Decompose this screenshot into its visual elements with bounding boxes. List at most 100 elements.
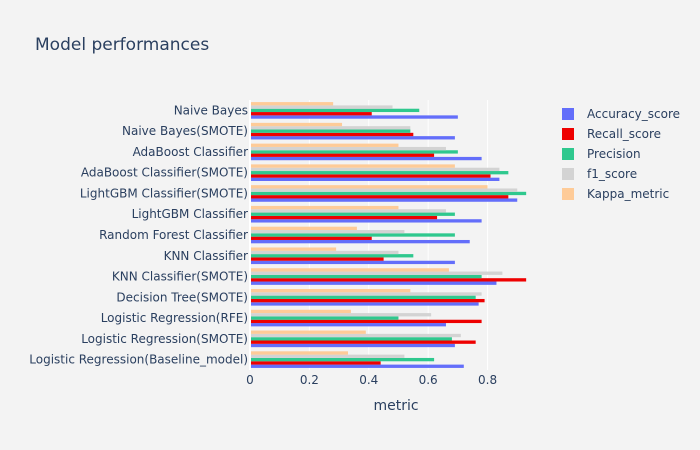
bar-precision[interactable] xyxy=(250,212,455,216)
bar-recall-score[interactable] xyxy=(250,195,509,199)
bar-f1-score[interactable] xyxy=(250,333,461,338)
legend-swatch xyxy=(562,168,574,180)
bar-f1-score[interactable] xyxy=(250,209,446,213)
bar-precision[interactable] xyxy=(250,171,509,175)
y-tick-label: Logistic Regression(Baseline_model) xyxy=(29,353,248,367)
bar-precision[interactable] xyxy=(250,295,476,299)
bar-f1-score[interactable] xyxy=(250,146,446,151)
bar-kappa-metric[interactable] xyxy=(250,247,337,251)
legend-label: Recall_score xyxy=(587,127,661,141)
bar-recall-score[interactable] xyxy=(250,278,527,282)
bar-kappa-metric[interactable] xyxy=(250,309,351,314)
bar-kappa-metric[interactable] xyxy=(250,226,357,231)
bar-accuracy-score[interactable] xyxy=(250,239,470,244)
bar-kappa-metric[interactable] xyxy=(250,351,348,355)
y-tick-label: Random Forest Classifier xyxy=(99,228,248,242)
bar-precision[interactable] xyxy=(250,357,435,362)
bar-recall-score[interactable] xyxy=(250,174,491,178)
bar-f1-score[interactable] xyxy=(250,105,393,109)
bar-recall-score[interactable] xyxy=(250,298,485,303)
y-tick-label: KNN Classifier xyxy=(164,249,248,263)
bar-precision[interactable] xyxy=(250,274,482,279)
bar-kappa-metric[interactable] xyxy=(250,102,334,106)
x-tick-label: 0.4 xyxy=(359,373,378,387)
bar-kappa-metric[interactable] xyxy=(250,122,343,127)
legend-item[interactable]: f1_score xyxy=(562,167,637,181)
bar-recall-score[interactable] xyxy=(250,340,476,344)
bar-kappa-metric[interactable] xyxy=(250,330,366,334)
bar-f1-score[interactable] xyxy=(250,230,405,234)
x-tick-label: 0.8 xyxy=(478,373,497,387)
y-tick-label: Logistic Regression(SMOTE) xyxy=(81,332,248,346)
bar-recall-score[interactable] xyxy=(250,132,414,137)
y-tick-label: KNN Classifier(SMOTE) xyxy=(112,270,248,284)
y-tick-label: AdaBoost Classifier(SMOTE) xyxy=(81,166,248,180)
legend-label: Precision xyxy=(587,147,641,161)
y-tick-label: AdaBoost Classifier xyxy=(133,145,249,159)
bar-recall-score[interactable] xyxy=(250,257,384,261)
bar-recall-score[interactable] xyxy=(250,236,372,240)
legend-swatch xyxy=(562,188,574,200)
legend-label: Accuracy_score xyxy=(587,107,680,121)
bar-recall-score[interactable] xyxy=(250,215,438,220)
bar-accuracy-score[interactable] xyxy=(250,323,446,327)
legend[interactable]: Accuracy_score Recall_score Precision f1_sc… xyxy=(562,107,680,201)
y-tick-labels: Logistic Regression(Baseline_model) Logis… xyxy=(29,103,248,366)
legend-item[interactable]: Accuracy_score xyxy=(562,107,680,121)
bar-recall-score[interactable] xyxy=(250,361,381,365)
chart-title: Model performances xyxy=(35,35,209,55)
bar-accuracy-score[interactable] xyxy=(250,219,482,223)
bar-accuracy-score[interactable] xyxy=(250,364,464,368)
bar-recall-score[interactable] xyxy=(250,112,372,116)
bar-kappa-metric[interactable] xyxy=(250,289,411,293)
legend-swatch xyxy=(562,128,574,140)
bar-f1-score[interactable] xyxy=(250,188,518,192)
bar-accuracy-score[interactable] xyxy=(250,281,497,285)
bar-accuracy-score[interactable] xyxy=(250,136,455,140)
bar-accuracy-score[interactable] xyxy=(250,198,518,202)
legend-item[interactable]: Kappa_metric xyxy=(562,187,669,201)
bar-accuracy-score[interactable] xyxy=(250,260,455,265)
bar-kappa-metric[interactable] xyxy=(250,185,488,189)
bars xyxy=(249,100,527,370)
legend-item[interactable]: Recall_score xyxy=(562,127,661,141)
bar-precision[interactable] xyxy=(250,129,411,133)
bar-accuracy-score[interactable] xyxy=(250,302,479,306)
bar-kappa-metric[interactable] xyxy=(250,205,399,210)
bar-precision[interactable] xyxy=(250,108,420,113)
bar-accuracy-score[interactable] xyxy=(250,343,455,348)
bar-accuracy-score[interactable] xyxy=(250,156,482,161)
bar-f1-score[interactable] xyxy=(250,354,405,358)
bar-recall-score[interactable] xyxy=(250,153,435,157)
bar-precision[interactable] xyxy=(250,233,455,237)
bar-f1-score[interactable] xyxy=(250,292,482,296)
y-tick-label: Naive Bayes xyxy=(174,103,248,117)
x-tick-label: 0.2 xyxy=(300,373,319,387)
bar-f1-score[interactable] xyxy=(250,313,432,317)
bar-f1-score[interactable] xyxy=(250,167,500,172)
y-tick-label: Logistic Regression(RFE) xyxy=(101,311,248,325)
bar-recall-score[interactable] xyxy=(250,319,482,324)
bar-precision[interactable] xyxy=(250,254,414,258)
bar-accuracy-score[interactable] xyxy=(250,177,500,181)
legend-label: Kappa_metric xyxy=(587,187,669,201)
bar-kappa-metric[interactable] xyxy=(250,268,449,272)
legend-swatch xyxy=(562,108,574,120)
bar-f1-score[interactable] xyxy=(250,271,503,275)
bar-precision[interactable] xyxy=(250,191,527,196)
y-tick-label: LightGBM Classifier(SMOTE) xyxy=(80,186,248,200)
bar-f1-score[interactable] xyxy=(250,250,399,255)
bar-precision[interactable] xyxy=(250,316,399,320)
x-axis-title: metric xyxy=(373,398,418,414)
y-tick-label: Decision Tree(SMOTE) xyxy=(116,290,248,304)
bar-kappa-metric[interactable] xyxy=(250,164,455,168)
y-tick-label: Naive Bayes(SMOTE) xyxy=(122,124,248,138)
bar-kappa-metric[interactable] xyxy=(250,143,399,147)
bar-precision[interactable] xyxy=(250,150,458,154)
bar-f1-score[interactable] xyxy=(250,126,411,130)
x-tick-label: 0.6 xyxy=(419,373,438,387)
bar-precision[interactable] xyxy=(250,337,452,341)
bar-accuracy-score[interactable] xyxy=(250,115,458,119)
legend-item[interactable]: Precision xyxy=(562,147,641,161)
